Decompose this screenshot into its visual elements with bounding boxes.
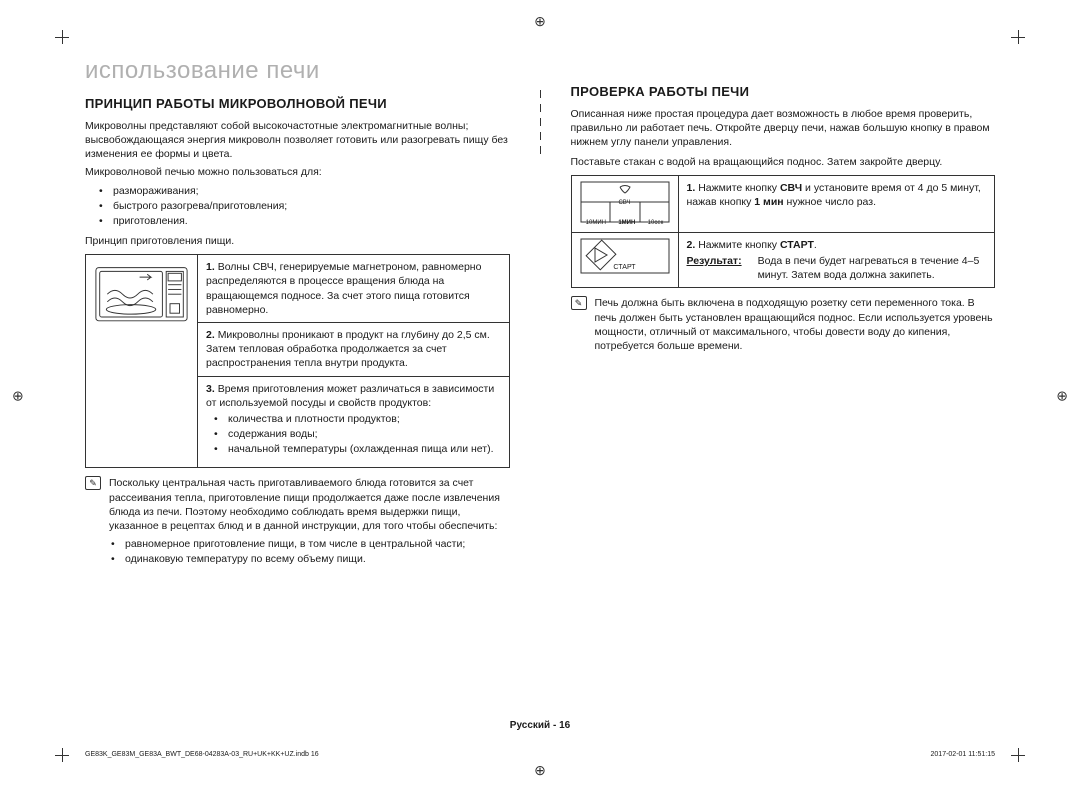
page-content: использование печи ПРИНЦИП РАБОТЫ МИКРОВ… xyxy=(85,55,995,737)
microwave-icon xyxy=(94,260,189,327)
list-item: содержания воды; xyxy=(228,427,501,441)
left-column: использование печи ПРИНЦИП РАБОТЫ МИКРОВ… xyxy=(85,55,510,737)
footer-filename: GE83K_GE83M_GE83A_BWT_DE68-04283A-03_RU+… xyxy=(85,750,319,759)
list-item: начальной температуры (охлажденная пища … xyxy=(228,442,501,456)
column-divider xyxy=(540,90,541,620)
note-icon: ✎ xyxy=(571,296,587,310)
note-block: ✎ Печь должна быть включена в подходящую… xyxy=(571,296,996,353)
page-number: Русский - 16 xyxy=(510,719,570,733)
chapter-title: использование печи xyxy=(85,55,510,87)
list-item: одинаковую температуру по всему объему п… xyxy=(125,552,510,566)
list-item: размораживания; xyxy=(113,184,510,198)
table-row: 3. Время приготовления может различаться… xyxy=(198,376,510,468)
result-label: Результат: xyxy=(687,254,742,282)
principle-intro: Принцип приготовления пищи. xyxy=(85,234,510,248)
footer-timestamp: 2017-02-01 11:51:15 xyxy=(931,750,995,759)
microwave-illustration-cell xyxy=(86,255,198,468)
note-text: Печь должна быть включена в подходящую р… xyxy=(595,296,996,353)
check-table: СВЧ 10МИН 1МИН 10сек 1. Нажмите кнопку С… xyxy=(571,175,996,288)
section-heading-principle: ПРИНЦИП РАБОТЫ МИКРОВОЛНОВОЙ ПЕЧИ xyxy=(85,95,510,113)
section-heading-check: ПРОВЕРКА РАБОТЫ ПЕЧИ xyxy=(571,83,996,101)
control-panel-cell-1: СВЧ 10МИН 1МИН 10сек xyxy=(571,176,678,233)
uses-intro: Микроволновой печью можно пользоваться д… xyxy=(85,165,510,179)
list-item: приготовления. xyxy=(113,214,510,228)
body-text: Поставьте стакан с водой на вращающийся … xyxy=(571,155,996,169)
note-block: ✎ Поскольку центральная часть приготавли… xyxy=(85,476,510,572)
intro-text: Микроволны представляют собой высокочаст… xyxy=(85,119,510,162)
right-column: ПРОВЕРКА РАБОТЫ ПЕЧИ Описанная ниже прос… xyxy=(571,55,996,737)
note-text: Поскольку центральная часть приготавлива… xyxy=(109,476,510,533)
note-icon: ✎ xyxy=(85,476,101,490)
principle-table: 1. Волны СВЧ, генерируемые магнетроном, … xyxy=(85,254,510,468)
table-row: 2. Нажмите кнопку СТАРТ. Результат: Вода… xyxy=(678,232,995,288)
uses-list: размораживания; быстрого разогрева/приго… xyxy=(85,184,510,229)
table-row: 1. Волны СВЧ, генерируемые магнетроном, … xyxy=(198,255,510,323)
table-row: 1. Нажмите кнопку СВЧ и установите время… xyxy=(678,176,995,233)
body-text: Описанная ниже простая процедура дает во… xyxy=(571,107,996,150)
result-text: Вода в печи будет нагреваться в течение … xyxy=(758,254,986,282)
list-item: количества и плотности продуктов; xyxy=(228,412,501,426)
list-item: равномерное приготовление пищи, в том чи… xyxy=(125,537,510,551)
control-panel-cell-2: СТАРТ xyxy=(571,232,678,288)
table-row: 2. Микроволны проникают в продукт на глу… xyxy=(198,323,510,377)
list-item: быстрого разогрева/приготовления; xyxy=(113,199,510,213)
